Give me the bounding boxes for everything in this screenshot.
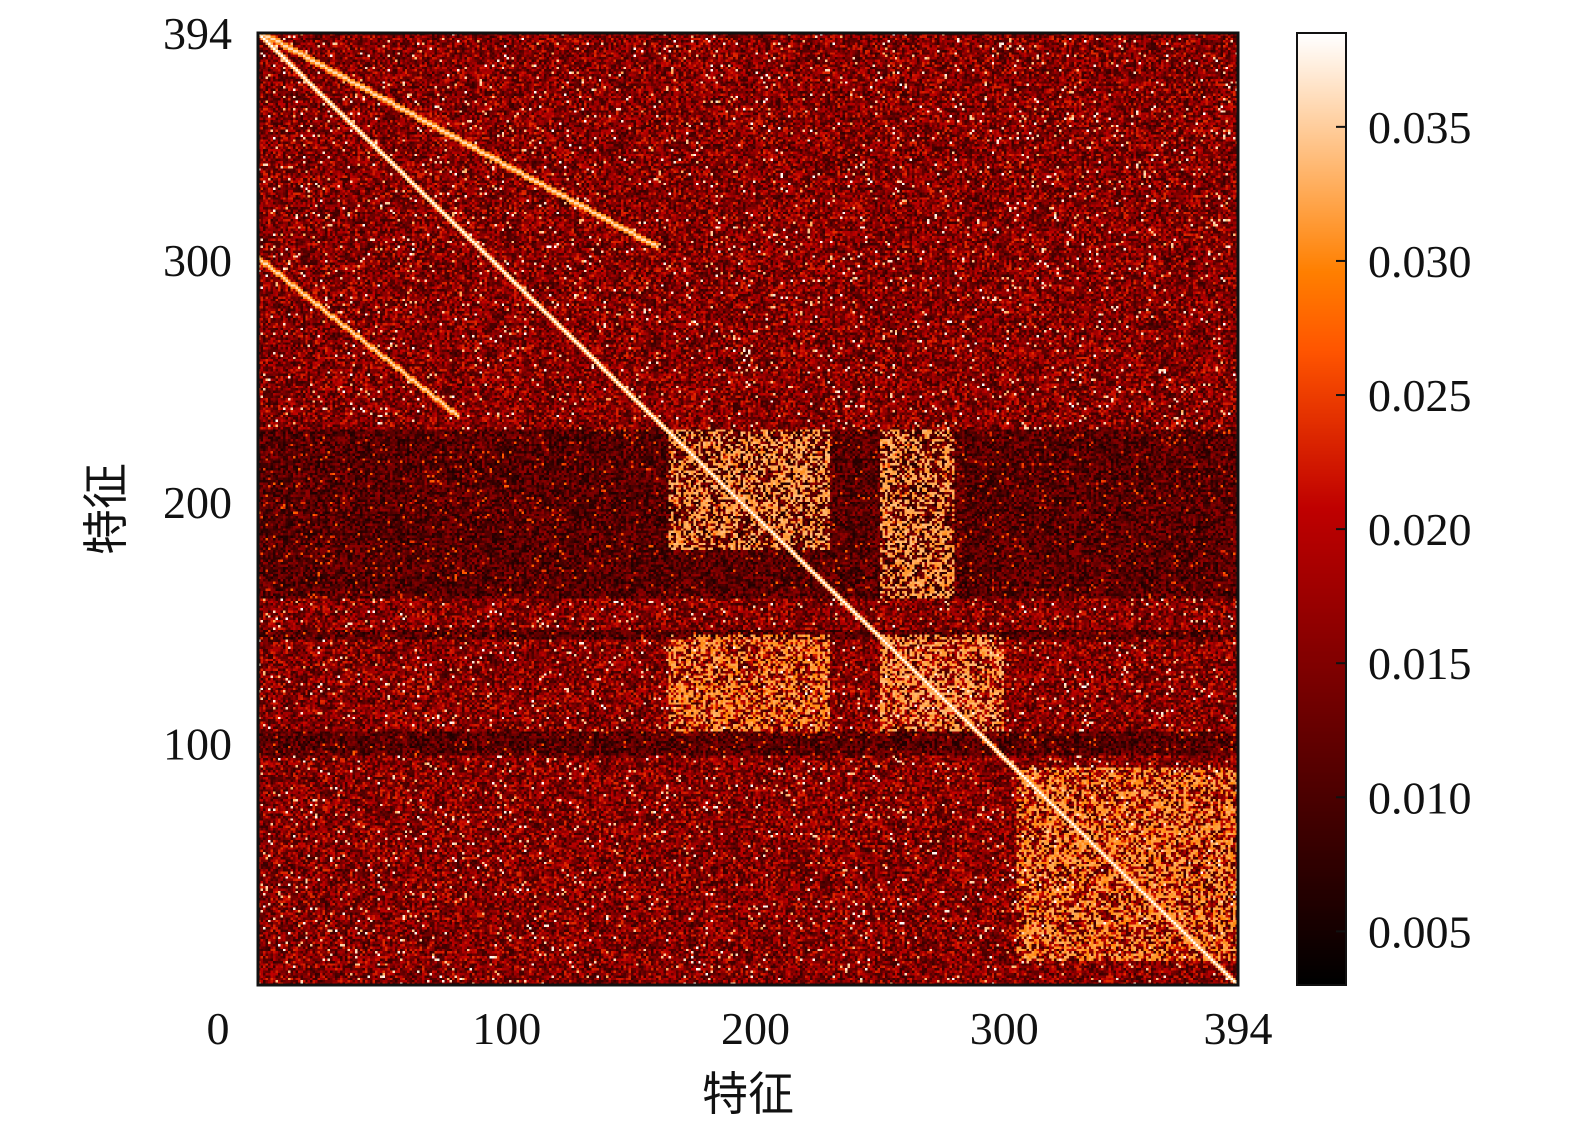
colorbar-tick-label: 0.025	[1368, 370, 1472, 421]
x-tick-labels: 0 100 200 300 394	[207, 1003, 1273, 1054]
colorbar-ticks: 0.005 0.010 0.015 0.020 0.025 0.030 0.035	[1336, 102, 1472, 957]
x-tick-label: 100	[472, 1003, 541, 1054]
x-tick-label: 200	[721, 1003, 790, 1054]
plot-frame	[256, 31, 1240, 987]
colorbar-tick-label: 0.020	[1368, 504, 1472, 555]
colorbar-tick-label: 0.010	[1368, 772, 1472, 823]
y-tick-label: 300	[163, 235, 232, 286]
colorbar-tick-label: 0.035	[1368, 102, 1472, 153]
heatmap-image	[258, 33, 1238, 985]
colorbar-tick-label: 0.030	[1368, 236, 1472, 287]
x-tick-label: 0	[207, 1003, 230, 1054]
colorbar-gradient	[1297, 33, 1346, 985]
y-tick-label: 100	[163, 718, 232, 769]
x-axis-label: 特征	[702, 1067, 794, 1121]
colorbar-tick-label: 0.005	[1368, 906, 1472, 957]
x-tick-label: 300	[970, 1003, 1039, 1054]
heatmap-raster	[258, 33, 1238, 985]
y-tick-label: 394	[163, 8, 232, 59]
y-tick-labels: 100 200 300 394	[163, 8, 232, 769]
y-tick-label: 200	[163, 477, 232, 528]
colorbar-frame	[1296, 32, 1347, 986]
x-tick-label: 394	[1204, 1003, 1273, 1054]
colorbar-tick-label: 0.015	[1368, 638, 1472, 689]
y-axis-label: 特征	[79, 463, 133, 555]
colorbar: 0.005 0.010 0.015 0.020 0.025 0.030 0.035	[1296, 32, 1472, 986]
